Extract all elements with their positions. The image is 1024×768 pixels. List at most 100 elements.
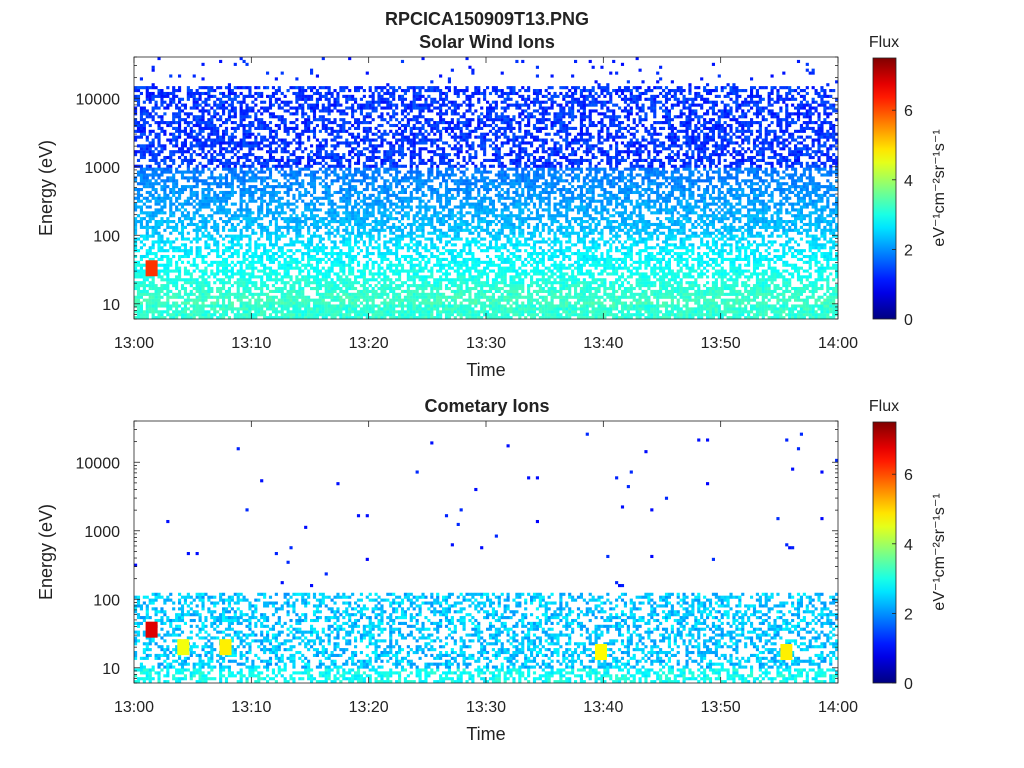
flux-cell [398, 298, 402, 302]
flux-cell [409, 257, 413, 261]
flux-cell [403, 281, 407, 285]
flux-cell [362, 225, 366, 229]
flux-cell [248, 147, 252, 151]
flux-cell [216, 231, 220, 235]
flux-cell [201, 196, 205, 200]
flux-cell [260, 208, 264, 212]
flux-cell [257, 188, 261, 192]
flux-cell [400, 205, 405, 209]
flux-cell [398, 196, 402, 200]
flux-cell [312, 115, 317, 119]
flux-cell [139, 266, 143, 270]
flux-cell [295, 188, 299, 192]
flux-cell [233, 86, 237, 90]
flux-cell [400, 135, 405, 139]
flux-cell [222, 176, 226, 180]
flux-cell [354, 217, 358, 221]
flux-cell [134, 243, 138, 247]
flux-cell [283, 103, 287, 107]
flux-cell [163, 205, 167, 209]
flux-cell [427, 316, 431, 320]
flux-cell [151, 176, 155, 180]
flux-cell [192, 307, 196, 311]
flux-cell [213, 138, 217, 142]
flux-cell [307, 106, 311, 110]
flux-cell [239, 141, 243, 145]
flux-cell [160, 129, 164, 133]
flux-cell [160, 179, 164, 183]
flux-cell [286, 307, 290, 311]
flux-cell [180, 158, 185, 162]
flux-cell [310, 173, 314, 177]
flux-cell [274, 132, 278, 136]
flux-cell [351, 231, 355, 235]
flux-cell [424, 278, 428, 282]
flux-cell [216, 138, 220, 142]
flux-cell [354, 313, 358, 317]
flux-cell [412, 222, 416, 227]
flux-cell [222, 301, 226, 305]
flux-cell [180, 222, 185, 227]
flux-cell [330, 202, 334, 206]
flux-cell [318, 109, 322, 113]
flux-cell [274, 269, 278, 273]
flux-cell [333, 313, 337, 317]
flux-cell [371, 275, 375, 279]
flux-cell [398, 164, 402, 168]
flux-cell [371, 246, 375, 250]
flux-cell [345, 281, 349, 285]
flux-cell [242, 217, 246, 221]
flux-cell [424, 182, 428, 186]
flux-cell [142, 167, 146, 171]
flux-cell [175, 292, 179, 296]
flux-cell [151, 252, 155, 256]
flux-cell [224, 222, 229, 227]
flux-cell [351, 112, 355, 116]
flux-cell [301, 286, 305, 291]
flux-cell [324, 106, 328, 110]
flux-cell [183, 202, 187, 206]
flux-cell [204, 272, 208, 276]
flux-cell [400, 269, 405, 273]
flux-cell [271, 86, 275, 90]
flux-cell [172, 278, 176, 282]
flux-cell [312, 310, 317, 314]
flux-cell [178, 249, 182, 253]
flux-cell [377, 135, 381, 139]
flux-cell [351, 316, 355, 320]
flux-cell [348, 284, 352, 288]
flux-cell [371, 263, 375, 267]
flux-cell [254, 179, 258, 183]
flux-cell [301, 243, 305, 247]
flux-cell [315, 292, 319, 296]
flux-cell [222, 147, 226, 151]
flux-cell [424, 310, 428, 314]
flux-cell [301, 150, 305, 154]
flux-cell [151, 173, 155, 177]
flux-cell [268, 243, 273, 247]
flux-cell [195, 144, 199, 148]
flux-cell [268, 269, 273, 273]
flux-cell [207, 252, 211, 256]
flux-cell [315, 272, 319, 276]
flux-cell [298, 278, 302, 282]
flux-cell [348, 292, 352, 296]
flux-cell [145, 316, 149, 320]
flux-cell [342, 179, 346, 183]
flux-cell [377, 199, 381, 203]
flux-cell [333, 173, 337, 177]
flux-cell [178, 208, 182, 212]
flux-cell [301, 193, 305, 197]
flux-cell [307, 86, 311, 90]
flux-cell [333, 103, 337, 107]
flux-cell [374, 155, 378, 160]
flux-cell [242, 281, 246, 285]
flux-cell [236, 240, 240, 244]
flux-cell [245, 225, 249, 229]
flux-cell [286, 173, 290, 177]
flux-cell [356, 193, 361, 197]
flux-cell [365, 158, 369, 162]
flux-cell [412, 313, 416, 317]
flux-cell [330, 193, 334, 197]
flux-cell [268, 141, 273, 145]
